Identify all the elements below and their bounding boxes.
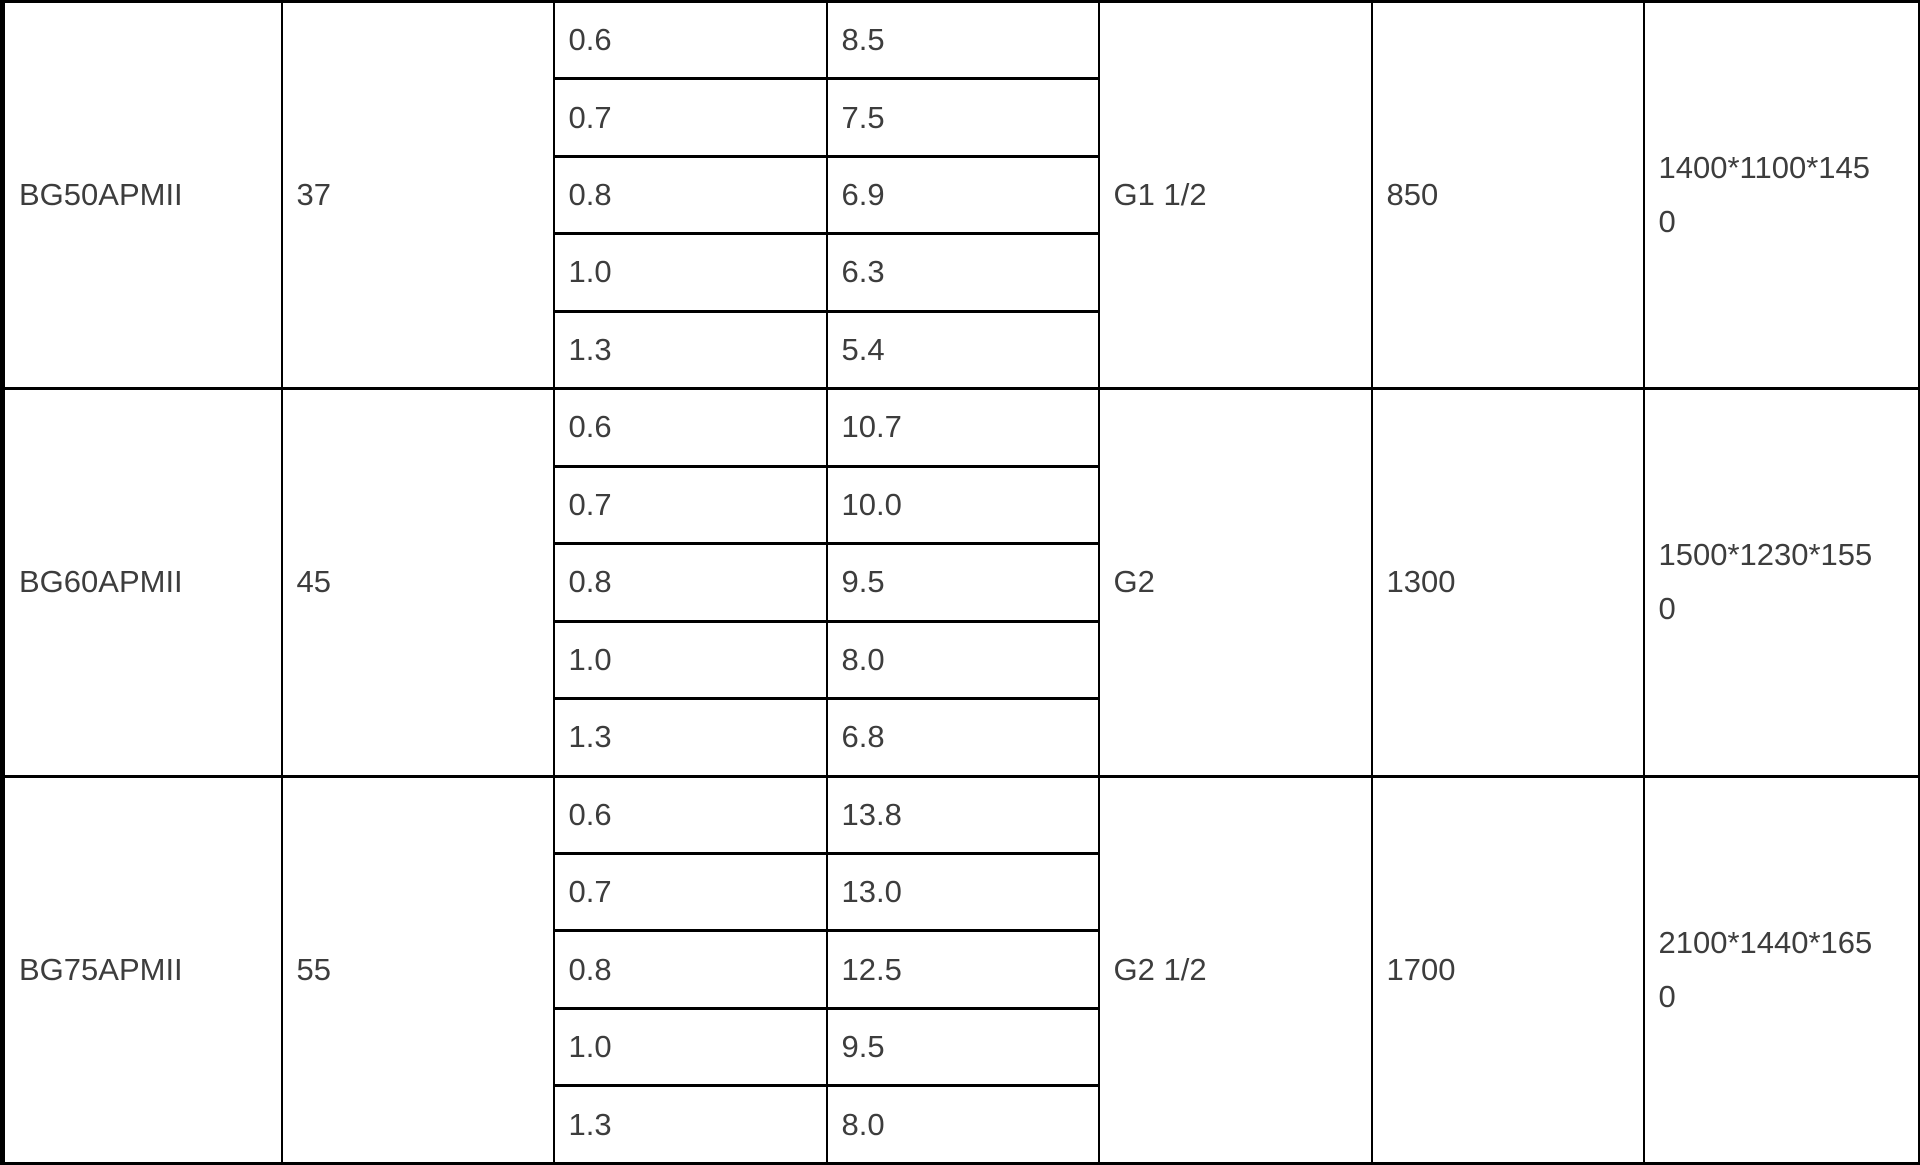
pressure-cell: 0.7 <box>552 77 828 158</box>
table-row: BG60APMII 45 0.6 10.7 G2 1300 1500*1230*… <box>1 387 1920 778</box>
pressure-cell: 0.7 <box>552 464 828 546</box>
connection-cell: G2 1/2 <box>1097 774 1373 1165</box>
model-cell: BG60APMII <box>1 387 283 778</box>
flow-cell: 8.0 <box>825 619 1100 701</box>
pressure-cell: 0.6 <box>552 387 828 468</box>
flow-cell: 8.5 <box>825 0 1100 81</box>
pressure-cell: 0.6 <box>552 0 828 81</box>
table-row: 0.8 9.5 <box>3 542 1920 623</box>
weight-cell: 850 <box>1370 0 1645 391</box>
flow-cell: 6.9 <box>825 154 1100 236</box>
model-cell: BG75APMII <box>1 774 283 1165</box>
dimensions-cell: 1500*1230*1550 <box>1642 387 1920 778</box>
pressure-cell: 1.0 <box>552 232 828 313</box>
table-row: 0.8 12.5 <box>3 929 1920 1010</box>
pressure-cell: 1.3 <box>552 697 828 778</box>
flow-cell: 5.4 <box>825 309 1100 391</box>
pressure-cell: 1.3 <box>552 1084 828 1165</box>
table-row: BG50APMII 37 0.6 8.5 G1 1/2 850 1400*110… <box>1 0 1920 391</box>
pressure-cell: 0.6 <box>552 774 828 855</box>
power-cell: 45 <box>280 387 555 778</box>
table-row: 1.0 9.5 <box>3 1006 1920 1088</box>
table-row: 0.8 6.9 <box>3 154 1920 236</box>
pressure-cell: 1.0 <box>552 1006 828 1088</box>
flow-cell: 9.5 <box>825 1006 1100 1088</box>
flow-cell: 6.3 <box>825 232 1100 313</box>
dimensions-cell: 1400*1100*1450 <box>1642 0 1920 391</box>
table-row: BG75APMII 55 0.6 13.8 G2 1/2 1700 2100*1… <box>1 774 1920 1165</box>
table-row: 1.0 6.3 <box>3 232 1920 313</box>
flow-cell: 10.7 <box>825 387 1100 468</box>
pressure-cell: 0.8 <box>552 154 828 236</box>
table-row: 1.3 6.8 <box>3 697 1920 778</box>
model-cell: BG50APMII <box>1 0 283 391</box>
table-row: 1.3 5.4 <box>3 309 1920 391</box>
flow-cell: 8.0 <box>825 1084 1100 1165</box>
pressure-cell: 1.0 <box>552 619 828 701</box>
table-row: 0.7 7.5 <box>3 77 1920 158</box>
connection-cell: G2 <box>1097 387 1373 778</box>
table-row: 0.7 10.0 <box>3 464 1920 546</box>
flow-cell: 13.8 <box>825 774 1100 855</box>
flow-cell: 6.8 <box>825 697 1100 778</box>
pressure-cell: 0.8 <box>552 929 828 1010</box>
flow-cell: 9.5 <box>825 542 1100 623</box>
power-cell: 55 <box>280 774 555 1165</box>
pressure-cell: 1.3 <box>552 309 828 391</box>
flow-cell: 10.0 <box>825 464 1100 546</box>
table-row: 1.3 8.0 <box>3 1084 1920 1165</box>
table-row: 0.7 13.0 <box>3 851 1920 933</box>
pressure-cell: 0.8 <box>552 542 828 623</box>
weight-cell: 1300 <box>1370 387 1645 778</box>
connection-cell: G1 1/2 <box>1097 0 1373 391</box>
weight-cell: 1700 <box>1370 774 1645 1165</box>
pressure-cell: 0.7 <box>552 851 828 933</box>
power-cell: 37 <box>280 0 555 391</box>
table-row: 1.0 8.0 <box>3 619 1920 701</box>
flow-cell: 12.5 <box>825 929 1100 1010</box>
dimensions-cell: 2100*1440*1650 <box>1642 774 1920 1165</box>
flow-cell: 7.5 <box>825 77 1100 158</box>
flow-cell: 13.0 <box>825 851 1100 933</box>
